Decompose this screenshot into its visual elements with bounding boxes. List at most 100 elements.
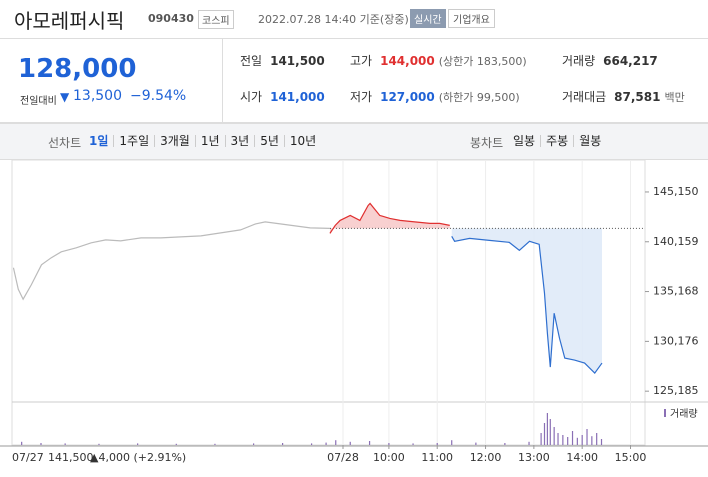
volume-bar (562, 435, 564, 445)
x-tick-label: 07/28 (327, 451, 359, 464)
stat: 저가 127,000 (하한가 99,500) (350, 88, 520, 105)
stat-note: 백만 (664, 91, 685, 104)
price: 128,000 (18, 54, 137, 84)
tab[interactable]: 3년 (224, 135, 255, 147)
volume-bar (368, 441, 371, 445)
chart: 145,150 140,159 135,168 130,176 125,185 07/28… (0, 160, 708, 477)
area-fill (451, 228, 602, 374)
stat-note: (상한가 183,500) (438, 55, 527, 68)
volume-bar (596, 433, 598, 445)
x-tick-label: 14:00 (566, 451, 598, 464)
stat-value: 87,581 (614, 90, 661, 104)
stat-label: 거래대금 (562, 90, 607, 104)
volume-bar (586, 429, 588, 445)
realtime-badge: 실시간 (410, 9, 446, 28)
stat-label: 고가 (350, 54, 373, 68)
prev-date: 07/27 (12, 451, 44, 464)
volume-bar (549, 419, 551, 445)
overview-button[interactable]: 기업개요 (448, 9, 495, 28)
header: 아모레퍼시픽 090430 코스피 2022.07.28 14:40 기준(장중… (0, 0, 708, 39)
volume-bar (412, 443, 414, 445)
y-tick-label: 125,185 (653, 384, 699, 397)
volume-bar (349, 441, 351, 445)
quote-panel: 128,000 전일대비 ▼ 13,500 −9.54% 전일 141,500 고가… (0, 38, 708, 123)
stat-value: 141,000 (270, 90, 325, 104)
x-tick-label: 10:00 (373, 451, 405, 464)
volume-bar (567, 437, 569, 445)
volume-bar (581, 435, 583, 445)
down-arrow: ▼ (60, 90, 70, 104)
candle-label: 봉차트 (470, 136, 504, 150)
tab[interactable]: 5년 (254, 135, 284, 147)
tab[interactable]: 3개월 (154, 135, 195, 147)
volume-bar (436, 443, 438, 445)
volume-bar (281, 443, 284, 445)
stat: 고가 144,000 (상한가 183,500) (350, 52, 527, 69)
stock-name: 아모레퍼시픽 (14, 9, 125, 33)
tab[interactable]: 일봉 (513, 134, 536, 148)
volume-bar (591, 436, 593, 445)
volume-bar (600, 439, 603, 445)
volume-bar (475, 442, 477, 445)
tab[interactable]: 1일 (89, 134, 109, 148)
volume-bar (21, 441, 23, 445)
volume-bar (451, 440, 453, 445)
prev-change: ▲4,000 (+2.91%) (90, 451, 186, 464)
tab[interactable]: 1년 (194, 135, 225, 147)
stat-note: (하한가 99,500) (438, 91, 520, 104)
x-tick-label: 13:00 (518, 451, 550, 464)
market-badge: 코스피 (198, 10, 234, 29)
volume-bar (528, 441, 530, 445)
y-tick-label: 145,150 (653, 185, 699, 198)
volume-bar (540, 433, 542, 445)
tab[interactable]: 10년 (283, 135, 321, 147)
stat-label: 시가 (240, 90, 263, 104)
change: 13,500 (73, 88, 122, 104)
volume-legend: 거래량 (670, 408, 698, 420)
volume-bar (40, 443, 42, 445)
stock-code: 090430 (148, 12, 194, 25)
tab[interactable]: 주봉 (540, 135, 573, 147)
volume-bar (553, 427, 555, 445)
volume-bar (253, 443, 255, 445)
y-tick-label: 140,159 (653, 235, 699, 248)
x-tick-label: 12:00 (470, 451, 502, 464)
stat-label: 저가 (350, 90, 373, 104)
x-tick-label: 15:00 (615, 451, 647, 464)
volume-bar (98, 443, 100, 445)
volume-legend-swatch (664, 409, 666, 417)
stat-value: 664,217 (603, 54, 658, 68)
stat: 거래량 664,217 (562, 52, 658, 69)
bottom-bar (0, 446, 708, 477)
stat-value: 127,000 (380, 90, 435, 104)
stat-label: 거래량 (562, 54, 596, 68)
volume-bar (137, 443, 139, 445)
x-tick-label: 11:00 (421, 451, 453, 464)
stat: 거래대금 87,581 백만 (562, 88, 685, 105)
stat-label: 전일 (240, 54, 263, 68)
volume-bar (576, 437, 578, 445)
prev-close: 141,500 (48, 451, 94, 464)
line-tabs: 1일 1주일 3개월 1년 3년 5년 10년 (84, 134, 321, 148)
change-label: 전일대비 (20, 96, 57, 107)
volume-bar (388, 443, 390, 445)
plot-frame (11, 160, 646, 446)
volume-bar (310, 443, 313, 445)
y-tick-label: 130,176 (653, 334, 699, 347)
volume-bar (325, 442, 327, 445)
tab[interactable]: 1주일 (113, 135, 154, 147)
volume-bar (571, 431, 574, 445)
stat: 시가 141,000 (240, 88, 325, 105)
price-line (12, 221, 330, 301)
volume-bar (546, 413, 548, 445)
tab[interactable]: 월봉 (573, 135, 606, 147)
stat: 전일 141,500 (240, 52, 325, 69)
volume-bar (214, 443, 216, 445)
stat-value: 141,500 (270, 54, 325, 68)
y-tick-label: 135,168 (653, 285, 699, 298)
price-line (451, 236, 603, 374)
volume-bar (543, 423, 546, 445)
volume-bar (557, 433, 559, 445)
line-label: 선차트 (48, 136, 82, 150)
